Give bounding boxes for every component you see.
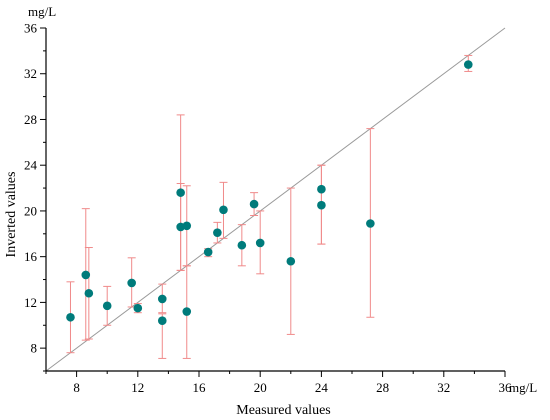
y-tick-label: 24: [24, 158, 38, 173]
data-point: [286, 256, 296, 266]
axes: 8 12 16 20 24 28 32 36 8 12 16 20 24 28 32 36: [24, 21, 512, 396]
data-point: [366, 219, 375, 228]
x-axis-title: Measured values: [236, 403, 330, 418]
data-point: [182, 307, 192, 316]
data-point: [81, 270, 91, 280]
data-point: [203, 247, 213, 257]
data-point: [237, 240, 247, 250]
y-axis-title: Inverted values: [4, 172, 19, 258]
data-point: [463, 60, 473, 69]
x-tick-label: 12: [131, 380, 144, 395]
x-tick-label: 28: [376, 380, 389, 395]
y-tick-label: 28: [24, 112, 37, 127]
y-tick-label: 16: [24, 249, 38, 264]
data-point: [317, 184, 326, 194]
y-tick-label: 36: [24, 21, 38, 36]
y-tick-label: 12: [24, 295, 37, 310]
x-tick-label: 24: [315, 380, 329, 395]
reference-line: [45, 27, 506, 372]
data-point: [176, 188, 185, 197]
x-axis-unit: mg/L: [509, 380, 537, 395]
y-tick-label: 8: [31, 341, 38, 356]
data-point: [84, 288, 94, 298]
data-point: [133, 303, 143, 313]
x-tick-label: 36: [499, 380, 513, 395]
x-tick-label: 32: [437, 380, 450, 395]
x-tick-label: 8: [73, 380, 80, 395]
data-point: [317, 200, 326, 210]
data-point: [255, 238, 265, 248]
data-point: [249, 199, 259, 209]
data-point: [102, 301, 112, 311]
y-axis-unit: mg/L: [28, 4, 56, 19]
plot-area: [45, 27, 506, 372]
data-point: [157, 316, 167, 325]
data-point: [182, 221, 192, 231]
data-point: [213, 228, 222, 237]
y-tick-label: 20: [24, 203, 37, 218]
x-tick-label: 20: [254, 380, 267, 395]
y-tick-label: 32: [24, 66, 37, 81]
data-point: [66, 312, 75, 322]
x-tick-label: 16: [193, 380, 207, 395]
data-point: [219, 205, 228, 215]
data-point: [157, 294, 167, 304]
data-point: [127, 278, 136, 288]
